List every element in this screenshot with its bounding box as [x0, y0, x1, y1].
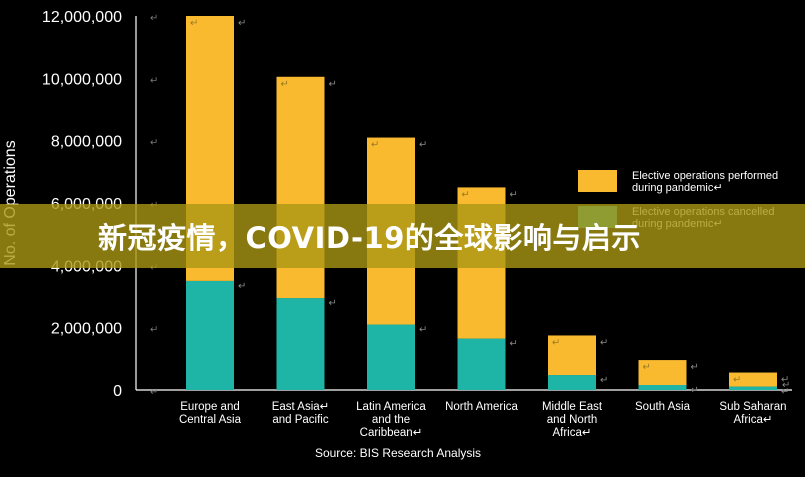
bar-side-marker: ↵	[510, 189, 518, 200]
bar-top-marker: ↵	[371, 140, 379, 151]
x-tick-label: Middle East	[542, 401, 603, 413]
bar-segment-cancelled	[548, 375, 596, 390]
bar-segment-performed	[729, 372, 777, 387]
source-note: Source: BIS Research Analysis	[315, 446, 481, 460]
bar-segment-cancelled	[367, 324, 415, 390]
axis-end-marker: ↵	[782, 380, 790, 391]
bar-side-marker: ↵	[781, 387, 789, 398]
x-tick-label: Central Asia	[179, 414, 242, 426]
y-tick-label: 8,000,000	[51, 134, 122, 151]
bar-side-marker: ↵	[419, 325, 427, 336]
y-gridline-marker: ↵	[150, 13, 158, 24]
x-tick-label: Europe and	[180, 401, 239, 413]
legend-performed-swatch	[578, 170, 617, 192]
x-tick-label: Africa↵	[733, 414, 772, 426]
x-tick-label: Sub Saharan	[719, 401, 786, 413]
x-tick-label: South Asia	[635, 401, 691, 413]
bar-segment-cancelled	[457, 338, 506, 390]
bar-side-marker: ↵	[510, 339, 518, 350]
y-gridline-marker: ↵	[150, 387, 158, 398]
y-tick-label: 12,000,000	[42, 9, 122, 26]
bar-side-marker: ↵	[238, 281, 246, 292]
bar-side-marker: ↵	[238, 18, 246, 29]
x-tick-label: and Pacific	[272, 414, 329, 426]
y-tick-label: 2,000,000	[51, 321, 122, 338]
y-gridline-marker: ↵	[150, 325, 158, 336]
y-tick-label: 0	[113, 383, 122, 400]
bar-top-marker: ↵	[643, 362, 651, 373]
legend-performed-label: during pandemic↵	[632, 182, 723, 194]
y-gridline-marker: ↵	[150, 138, 158, 149]
bar-top-marker: ↵	[462, 189, 470, 200]
bar-segment-cancelled	[276, 298, 325, 390]
bar-top-marker: ↵	[281, 79, 289, 90]
bar-side-marker: ↵	[419, 140, 427, 151]
x-tick-label: North America	[445, 401, 518, 413]
bar-segment-performed	[548, 335, 596, 376]
bar-side-marker: ↵	[600, 337, 608, 348]
bar-side-marker: ↵	[691, 385, 699, 396]
bar-top-marker: ↵	[733, 375, 741, 386]
bar-side-marker: ↵	[781, 375, 789, 386]
bar-segment-cancelled	[186, 280, 234, 390]
bar-side-marker: ↵	[329, 298, 337, 309]
x-tick-label: and the	[372, 414, 410, 426]
bar-side-marker: ↵	[600, 375, 608, 386]
x-tick-label: Caribbean↵	[360, 427, 423, 439]
x-tick-label: and North	[547, 414, 598, 426]
bar-segment-cancelled	[638, 385, 687, 390]
legend-performed-label: Elective operations performed	[632, 170, 778, 182]
bar-side-marker: ↵	[691, 362, 699, 373]
bar-segment-cancelled	[729, 386, 777, 390]
banner-title: 新冠疫情，COVID-19的全球影响与启示	[98, 221, 641, 255]
y-gridline-marker: ↵	[150, 75, 158, 86]
x-tick-label: Latin America	[356, 401, 426, 413]
title-banner: 新冠疫情，COVID-19的全球影响与启示	[0, 204, 805, 268]
bar-top-marker: ↵	[190, 18, 198, 29]
bar-segment-performed	[638, 360, 687, 386]
bar-side-marker: ↵	[329, 79, 337, 90]
bar-top-marker: ↵	[552, 337, 560, 348]
x-tick-label: East Asia↵	[272, 401, 330, 413]
x-tick-label: Africa↵	[552, 427, 591, 439]
y-tick-label: 10,000,000	[42, 71, 122, 88]
